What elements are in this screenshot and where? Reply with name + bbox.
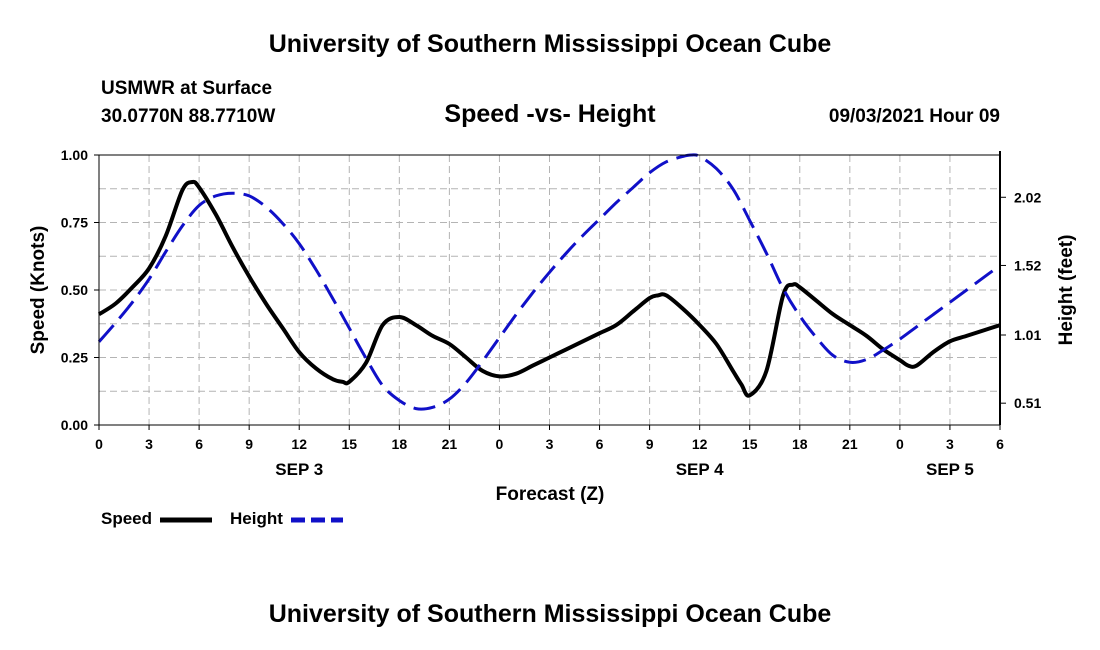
y-tick-label: 1.00	[61, 147, 88, 163]
grid	[99, 155, 1000, 425]
forecast-timestamp: 09/03/2021 Hour 09	[828, 106, 1000, 127]
legend-speed-label: Speed	[101, 509, 152, 528]
x-tick-label: 6	[195, 436, 203, 452]
x-axis-label: Forecast (Z)	[496, 484, 605, 505]
x-tick-label: 9	[646, 436, 654, 452]
y2-tick-label: 1.01	[1014, 327, 1041, 343]
x-tick-label: 12	[692, 436, 708, 452]
x-tick-label: 18	[792, 436, 808, 452]
x-tick-label: 0	[496, 436, 504, 452]
y-tick-label: 0.50	[61, 282, 88, 298]
bottom-title: University of Southern Mississippi Ocean…	[268, 600, 832, 628]
station-name: USMWR at Surface	[101, 78, 273, 99]
top-title: University of Southern Mississippi Ocean…	[268, 30, 832, 58]
x-tick-label: 15	[742, 436, 758, 452]
x-tick-label: 18	[392, 436, 408, 452]
day-label: SEP 3	[275, 460, 323, 479]
day-label: SEP 4	[676, 460, 724, 479]
x-tick-label: 0	[95, 436, 103, 452]
height-series-line	[97, 153, 1001, 411]
y-axis-label: Speed (Knots)	[28, 226, 49, 355]
speed-series-line	[97, 179, 1001, 398]
y2-tick-label: 1.52	[1014, 257, 1041, 273]
legend-height-label: Height	[230, 509, 283, 528]
chart-title: Speed -vs- Height	[444, 100, 656, 128]
axes	[94, 151, 1006, 430]
x-tick-label: 6	[596, 436, 604, 452]
x-tick-label: 21	[842, 436, 858, 452]
x-tick-label: 3	[145, 436, 153, 452]
y-tick-label: 0.75	[61, 215, 88, 231]
y2-axis-label: Height (feet)	[1056, 235, 1077, 346]
x-tick-label: 9	[245, 436, 253, 452]
x-tick-label: 21	[442, 436, 458, 452]
legend: Speed Height	[101, 509, 343, 528]
x-tick-label: 12	[291, 436, 307, 452]
y2-tick-label: 0.51	[1014, 395, 1041, 411]
day-label: SEP 5	[926, 460, 974, 479]
y-tick-label: 0.00	[61, 417, 88, 433]
y2-tick-label: 2.02	[1014, 189, 1041, 205]
x-tick-label: 3	[546, 436, 554, 452]
x-tick-label: 6	[996, 436, 1004, 452]
x-tick-label: 15	[341, 436, 357, 452]
x-tick-label: 0	[896, 436, 904, 452]
series-lines	[97, 153, 1001, 411]
station-coordinates: 30.0770N 88.7710W	[101, 106, 276, 127]
tick-labels: 0 3 6 9 12 15 18 21 0 3 6 9 12 15 18 21 0 3 6 SEP 3 SEP 4 SEP…	[61, 147, 1042, 479]
y-tick-label: 0.25	[61, 350, 88, 366]
x-tick-label: 3	[946, 436, 954, 452]
